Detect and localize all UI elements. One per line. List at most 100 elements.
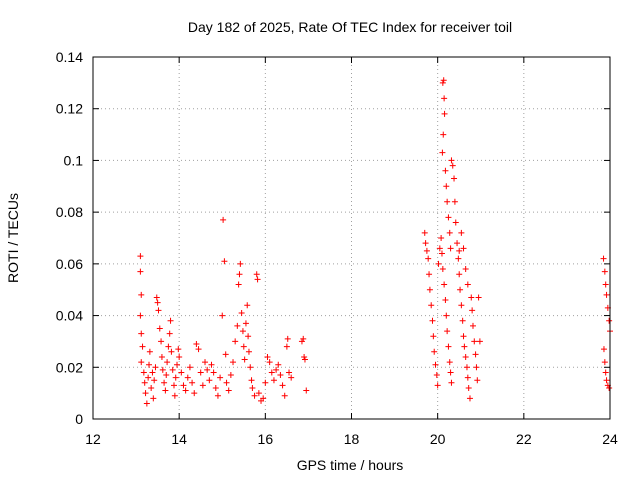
data-point bbox=[251, 392, 258, 399]
data-point bbox=[193, 341, 200, 348]
data-point bbox=[451, 198, 458, 205]
data-point bbox=[241, 356, 248, 363]
data-point bbox=[158, 338, 165, 345]
x-tick-label: 24 bbox=[602, 431, 618, 447]
data-point bbox=[172, 374, 179, 381]
data-point bbox=[255, 390, 262, 397]
data-point bbox=[166, 330, 173, 337]
data-point bbox=[253, 271, 260, 278]
data-point bbox=[456, 247, 463, 254]
data-point bbox=[474, 377, 481, 384]
data-point bbox=[471, 338, 478, 345]
y-tick-label: 0.12 bbox=[56, 101, 83, 117]
data-point bbox=[430, 333, 437, 340]
data-point bbox=[146, 361, 153, 368]
data-point bbox=[441, 110, 448, 117]
data-point bbox=[279, 382, 286, 389]
data-point bbox=[301, 353, 308, 360]
data-point bbox=[439, 79, 446, 86]
data-point bbox=[199, 382, 206, 389]
data-point bbox=[606, 317, 613, 324]
data-point bbox=[219, 312, 226, 319]
data-point bbox=[454, 240, 461, 247]
data-point bbox=[301, 356, 308, 363]
data-point bbox=[151, 377, 158, 384]
data-point bbox=[189, 379, 196, 386]
data-point bbox=[248, 377, 255, 384]
data-point bbox=[436, 245, 443, 252]
data-point bbox=[163, 372, 170, 379]
data-point bbox=[443, 183, 450, 190]
data-point bbox=[212, 384, 219, 391]
data-point bbox=[444, 328, 451, 335]
data-point bbox=[236, 271, 243, 278]
data-point bbox=[433, 372, 440, 379]
data-point bbox=[469, 307, 476, 314]
data-point bbox=[460, 333, 467, 340]
data-point bbox=[601, 359, 608, 366]
data-point bbox=[264, 353, 271, 360]
data-point bbox=[602, 369, 609, 376]
data-point bbox=[239, 328, 246, 335]
data-point bbox=[438, 235, 445, 241]
y-tick-label: 0.06 bbox=[56, 256, 83, 272]
data-point bbox=[262, 379, 269, 386]
data-point bbox=[249, 384, 256, 391]
data-point bbox=[186, 364, 193, 371]
data-point bbox=[463, 364, 470, 371]
data-point bbox=[442, 167, 449, 174]
data-point bbox=[601, 268, 608, 275]
data-point bbox=[426, 286, 433, 293]
data-point bbox=[164, 359, 171, 366]
data-point bbox=[435, 260, 442, 267]
x-tick-label: 16 bbox=[258, 431, 274, 447]
data-point bbox=[456, 271, 463, 278]
data-point bbox=[465, 384, 472, 391]
data-point bbox=[462, 353, 469, 360]
data-point bbox=[180, 382, 187, 389]
data-point bbox=[162, 387, 169, 394]
x-axis-label: GPS time / hours bbox=[297, 457, 404, 473]
data-point bbox=[195, 346, 202, 353]
data-point bbox=[227, 372, 234, 379]
data-point bbox=[156, 325, 163, 332]
data-point bbox=[273, 366, 280, 373]
data-points bbox=[137, 77, 613, 407]
data-point bbox=[458, 302, 465, 309]
data-point bbox=[426, 271, 433, 278]
grid bbox=[93, 57, 610, 419]
data-point bbox=[268, 369, 275, 376]
data-point bbox=[145, 374, 152, 381]
data-point bbox=[149, 369, 156, 376]
data-point bbox=[220, 216, 227, 223]
data-point bbox=[464, 374, 471, 381]
data-point bbox=[242, 320, 249, 327]
data-point bbox=[184, 374, 191, 381]
data-point bbox=[475, 294, 482, 301]
data-point bbox=[298, 338, 305, 345]
data-point bbox=[603, 291, 610, 298]
data-point bbox=[204, 366, 211, 373]
data-point bbox=[283, 343, 290, 350]
data-point bbox=[260, 395, 267, 402]
data-point bbox=[148, 384, 155, 391]
x-tick-label: 22 bbox=[516, 431, 532, 447]
data-point bbox=[138, 359, 145, 366]
data-point bbox=[446, 229, 453, 236]
data-point bbox=[237, 260, 244, 267]
y-tick-label: 0.14 bbox=[56, 49, 83, 65]
data-point bbox=[432, 361, 439, 368]
data-point bbox=[142, 390, 149, 397]
y-tick-label: 0 bbox=[75, 411, 83, 427]
data-point bbox=[449, 162, 456, 169]
data-point bbox=[429, 317, 436, 324]
data-point bbox=[459, 317, 466, 324]
data-point bbox=[208, 361, 215, 368]
data-point bbox=[240, 343, 247, 350]
data-point bbox=[603, 377, 610, 384]
data-point bbox=[277, 372, 284, 379]
data-point bbox=[444, 198, 451, 205]
data-point bbox=[434, 382, 441, 389]
data-point bbox=[161, 379, 168, 386]
